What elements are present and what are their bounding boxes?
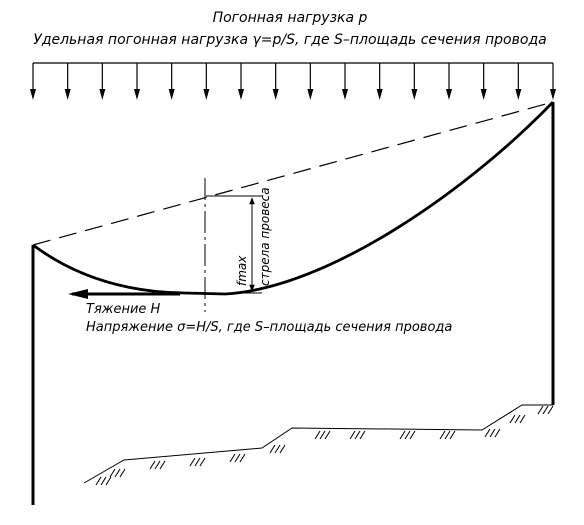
hatch-tick (359, 430, 366, 440)
hatch-tick (349, 430, 356, 440)
sag-label: стрела провеса (258, 187, 272, 286)
load-arrow-head (99, 89, 106, 100)
hatch-tick (149, 460, 156, 470)
ground-profile (83, 404, 553, 484)
load-arrow-head (550, 89, 556, 100)
load-arrow-head (203, 89, 210, 100)
load-arrow-head (376, 89, 383, 100)
hatch-tick (189, 457, 196, 467)
hatch-tick (109, 468, 116, 478)
hatch-tick (409, 430, 416, 440)
wire-curve (32, 101, 555, 296)
header-line-2: Удельная погонная нагрузка γ=p/S, где S–… (33, 32, 546, 48)
load-arrow-head (307, 89, 314, 100)
load-arrow-head (272, 89, 279, 100)
fmax-label: fmax (235, 255, 249, 286)
hatch-tick (354, 430, 361, 440)
hatch-tick (449, 430, 456, 440)
hatch-tick (547, 405, 554, 415)
hatch-tick (274, 444, 281, 454)
load-arrow-head (342, 89, 348, 100)
hatch-tick (114, 468, 121, 478)
chord-line (32, 101, 554, 246)
load-arrow-head (168, 89, 175, 100)
hatch-tick (234, 453, 241, 463)
tension-arrowhead (68, 289, 88, 299)
load-arrows (30, 63, 556, 100)
hatch-tick (229, 453, 236, 463)
hatch-tick (324, 430, 331, 440)
hatch-tick (105, 476, 112, 486)
hatch-tick (444, 430, 451, 440)
hatch-tick (239, 453, 246, 463)
hatch-tick (404, 430, 411, 440)
hatch-tick (314, 430, 321, 440)
hatch-tick (279, 444, 286, 454)
load-arrow-head (30, 89, 36, 100)
hatch-tick (100, 476, 107, 486)
load-arrow-head (64, 89, 71, 100)
stress-label: Напряжение σ=H/S, где S–площадь сечения … (86, 320, 452, 335)
hatch-tick (439, 430, 446, 440)
hatch-tick (154, 460, 161, 470)
hatch-tick (519, 414, 526, 424)
hatch-tick (194, 457, 201, 467)
hatch-tick (119, 468, 126, 478)
ground-hatching (95, 405, 554, 486)
tension-label: Тяжение H (86, 302, 161, 317)
hatch-tick (269, 444, 276, 454)
hatch-tick (542, 405, 549, 415)
hatch-tick (399, 430, 406, 440)
hatch-tick (509, 414, 516, 424)
load-arrow-head (134, 89, 140, 100)
load-arrow-head (515, 89, 522, 100)
load-arrow-head (446, 89, 452, 100)
load-arrow-head (238, 89, 244, 100)
hatch-tick (537, 405, 544, 415)
hatch-tick (489, 428, 496, 438)
hatch-tick (159, 460, 166, 470)
load-arrow-head (411, 89, 418, 100)
hatch-tick (95, 476, 102, 486)
hatch-tick (319, 430, 326, 440)
hatch-tick (484, 428, 491, 438)
load-arrow-head (480, 89, 487, 100)
hatch-tick (199, 457, 206, 467)
hatch-tick (494, 428, 501, 438)
hatch-tick (514, 414, 521, 424)
header-line-1: Погонная нагрузка p (213, 10, 368, 26)
